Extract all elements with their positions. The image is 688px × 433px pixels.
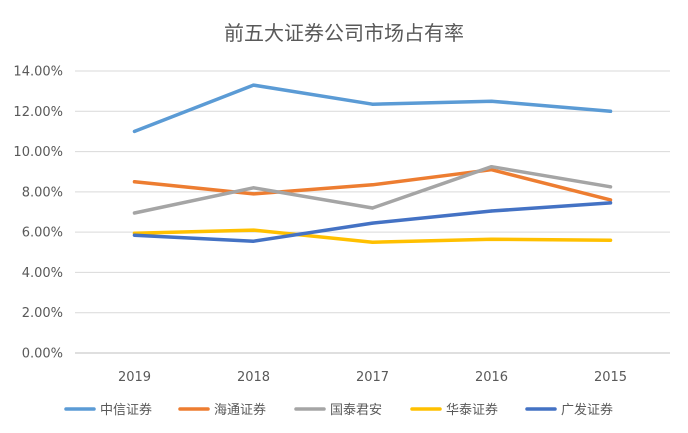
- legend-item: 国泰君安: [294, 403, 382, 418]
- y-tick-label: 6.00%: [22, 226, 63, 241]
- data-point: [132, 233, 137, 237]
- y-tick-label: 10.00%: [13, 145, 63, 160]
- legend-label: 海通证券: [214, 402, 266, 418]
- y-tick-label: 2.00%: [22, 306, 63, 321]
- data-point: [132, 129, 137, 134]
- data-point: [132, 211, 137, 215]
- data-point: [489, 237, 494, 241]
- y-axis-ticks: 0.00% 2.00% 4.00% 6.00% 8.00% 10.00% 12.00% 14.…: [13, 65, 63, 362]
- legend-label: 华泰证券: [446, 402, 498, 418]
- data-point: [370, 102, 375, 106]
- data-point: [489, 168, 494, 172]
- legend-label: 广发证券: [561, 402, 613, 418]
- legend-label: 中信证券: [100, 402, 152, 418]
- data-point: [608, 198, 613, 202]
- data-point: [370, 206, 375, 210]
- chart-title: 前五大证券公司市场占有率: [224, 21, 464, 45]
- y-tick-label: 12.00%: [13, 105, 63, 120]
- legend-item: 中信证券: [64, 402, 152, 418]
- data-point: [608, 238, 613, 242]
- legend-item: 华泰证券: [410, 402, 498, 418]
- series-lines: [132, 83, 613, 244]
- data-point: [370, 183, 375, 187]
- gridlines: [75, 70, 670, 354]
- x-tick-label: 2017: [356, 370, 389, 385]
- x-tick-label: 2018: [237, 370, 270, 385]
- y-tick-label: 0.00%: [22, 347, 63, 362]
- x-tick-label: 2016: [475, 370, 508, 385]
- legend-item: 广发证券: [525, 402, 613, 418]
- data-point: [251, 228, 256, 232]
- data-point: [489, 165, 494, 169]
- legend-item: 海通证券: [178, 402, 266, 418]
- data-point: [608, 109, 613, 113]
- data-point: [608, 185, 613, 189]
- x-tick-label: 2019: [118, 370, 151, 385]
- data-point: [489, 99, 494, 103]
- x-tick-label: 2015: [594, 370, 627, 385]
- x-axis-ticks: 2019 2018 2017 2016 2015: [118, 370, 627, 385]
- data-point: [608, 201, 613, 205]
- y-tick-label: 14.00%: [13, 65, 63, 80]
- data-point: [251, 186, 256, 190]
- data-point: [132, 180, 137, 184]
- y-tick-label: 8.00%: [22, 185, 63, 200]
- series-line: [132, 83, 613, 134]
- data-point: [251, 83, 256, 87]
- y-tick-label: 4.00%: [22, 266, 63, 281]
- legend: 中信证券 海通证券 国泰君安 华泰证券 广发证券: [64, 402, 613, 418]
- data-point: [489, 209, 494, 213]
- data-point: [370, 221, 375, 225]
- data-point: [251, 192, 256, 196]
- legend-label: 国泰君安: [330, 403, 382, 418]
- data-point: [251, 239, 256, 243]
- data-point: [370, 240, 375, 244]
